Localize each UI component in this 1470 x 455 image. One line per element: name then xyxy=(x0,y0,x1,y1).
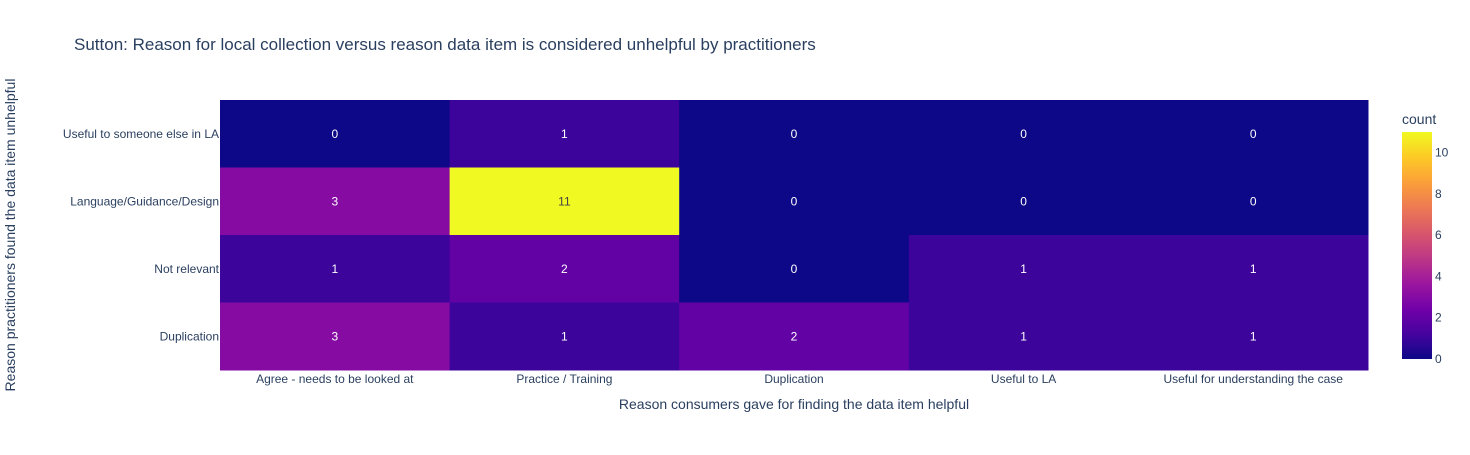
heatmap-cell xyxy=(449,302,680,371)
x-tick-label: Agree - needs to be looked at xyxy=(256,372,414,386)
cell-value-label: 2 xyxy=(791,329,798,343)
cell-value-label: 0 xyxy=(1020,127,1027,141)
y-axis-ticks: Useful to someone else in LA Language/Gui… xyxy=(63,127,220,344)
heatmap-cell xyxy=(679,167,910,236)
y-axis-label: Reason practitioners found the data item… xyxy=(2,79,18,392)
colorbar-tick-label: 10 xyxy=(1435,146,1449,160)
x-axis-ticks: Agree - needs to be looked at Practice / … xyxy=(256,372,1343,386)
cell-value-label: 3 xyxy=(331,329,338,343)
heatmap-cell xyxy=(908,167,1139,236)
heatmap-cell-labels: 0 1 0 0 03 11 0 0 01 2 0 1 13 1 2 1 1 xyxy=(331,127,1256,344)
cell-value-label: 0 xyxy=(1020,194,1027,208)
cell-value-label: 0 xyxy=(331,127,338,141)
heatmap-cell xyxy=(1138,235,1369,303)
cell-value-label: 1 xyxy=(561,329,568,343)
colorbar xyxy=(1402,132,1432,359)
x-tick-label: Practice / Training xyxy=(516,372,612,386)
heatmap-cell xyxy=(449,235,680,303)
heatmap-cell xyxy=(220,100,451,168)
heatmap-cell xyxy=(908,100,1139,168)
heatmap-cell xyxy=(220,235,451,303)
colorbar-title: count xyxy=(1402,111,1436,127)
cell-value-label: 0 xyxy=(791,262,798,276)
heatmap-cell xyxy=(908,302,1139,371)
colorbar-ticks: 0 2 4 6 8 10 xyxy=(1435,146,1449,366)
colorbar-tick-label: 0 xyxy=(1435,352,1442,366)
colorbar-tick-label: 4 xyxy=(1435,269,1442,283)
colorbar-tick-label: 6 xyxy=(1435,228,1442,242)
cell-value-label: 11 xyxy=(558,194,571,208)
heatmap-cell xyxy=(449,167,680,236)
y-tick-label: Useful to someone else in LA xyxy=(63,127,219,141)
colorbar-tick-label: 2 xyxy=(1435,311,1442,325)
cell-value-label: 0 xyxy=(1250,194,1257,208)
heatmap-cell xyxy=(679,235,910,303)
x-axis-label: Reason consumers gave for finding the da… xyxy=(619,396,969,412)
heatmap-cell xyxy=(908,235,1139,303)
cell-value-label: 1 xyxy=(1250,262,1257,276)
cell-value-label: 1 xyxy=(331,262,338,276)
heatmap-cell xyxy=(1138,167,1369,236)
cell-value-label: 1 xyxy=(1020,262,1027,276)
cell-value-label: 1 xyxy=(1020,329,1027,343)
cell-value-label: 1 xyxy=(561,127,568,141)
x-tick-label: Useful for understanding the case xyxy=(1163,372,1343,386)
heatmap-cell xyxy=(220,302,451,371)
chart-title: Sutton: Reason for local collection vers… xyxy=(74,35,816,54)
cell-value-label: 3 xyxy=(331,194,338,208)
cell-value-label: 0 xyxy=(791,194,798,208)
y-tick-label: Duplication xyxy=(160,329,219,343)
y-tick-label: Not relevant xyxy=(154,262,219,276)
heatmap-cell xyxy=(449,100,680,168)
y-tick-label: Language/Guidance/Design xyxy=(70,194,219,208)
cell-value-label: 0 xyxy=(1250,127,1257,141)
x-tick-label: Duplication xyxy=(764,372,823,386)
heatmap-cell xyxy=(679,100,910,168)
cell-value-label: 0 xyxy=(791,127,798,141)
cell-value-label: 1 xyxy=(1250,329,1257,343)
heatmap-cells xyxy=(220,100,1369,371)
colorbar-tick-label: 8 xyxy=(1435,187,1442,201)
x-tick-label: Useful to LA xyxy=(991,372,1056,386)
heatmap-cell xyxy=(1138,100,1369,168)
heatmap-cell xyxy=(1138,302,1369,371)
heatmap-cell xyxy=(220,167,451,236)
cell-value-label: 2 xyxy=(561,262,568,276)
heatmap-cell xyxy=(679,302,910,371)
